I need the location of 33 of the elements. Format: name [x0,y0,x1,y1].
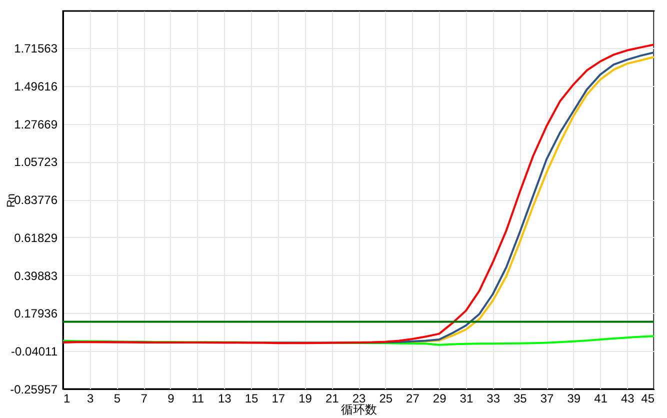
x-tick-label: 13 [218,392,232,406]
y-tick-label: 1.71563 [14,42,58,56]
x-tick-label: 1 [64,392,70,406]
y-tick-label: 0.39883 [14,268,58,283]
x-tick-label: 11 [192,392,204,406]
y-tick-label: 0.17936 [14,306,58,321]
x-tick-label: 27 [406,392,420,406]
x-axis-title: 循环数 [341,402,377,416]
x-tick-label: 3 [87,392,94,406]
y-tick-label: -0.04011 [11,344,58,359]
x-tick-label: 7 [140,392,148,406]
x-tick-label: 19 [298,392,312,406]
x-tick-label: 39 [567,392,581,406]
x-tick-label: 31 [460,392,474,406]
y-tick-label: 0.61829 [14,230,58,245]
y-tick-label: 1.49616 [14,79,58,94]
x-tick-label: 23 [352,392,366,406]
x-tick-label: 35 [514,392,528,406]
x-tick-label: 33 [486,392,500,406]
x-tick-label: 45 [641,392,655,406]
x-tick-label: 25 [379,392,393,406]
x-tick-label: 29 [432,392,447,406]
x-tick-label: 9 [168,392,175,406]
x-tick-label: 5 [114,392,121,406]
x-tick-label: 17 [272,392,286,406]
x-tick-label: 15 [244,392,259,406]
x-tick-label: 43 [620,392,635,406]
y-tick-label: 1.27669 [14,117,58,132]
x-tick-label: 41 [594,392,608,406]
x-tick-label: 21 [325,392,340,406]
x-tick-label: 37 [540,392,554,406]
y-tick-label: 1.05723 [14,155,58,170]
y-tick-label: -0.25957 [10,382,58,396]
